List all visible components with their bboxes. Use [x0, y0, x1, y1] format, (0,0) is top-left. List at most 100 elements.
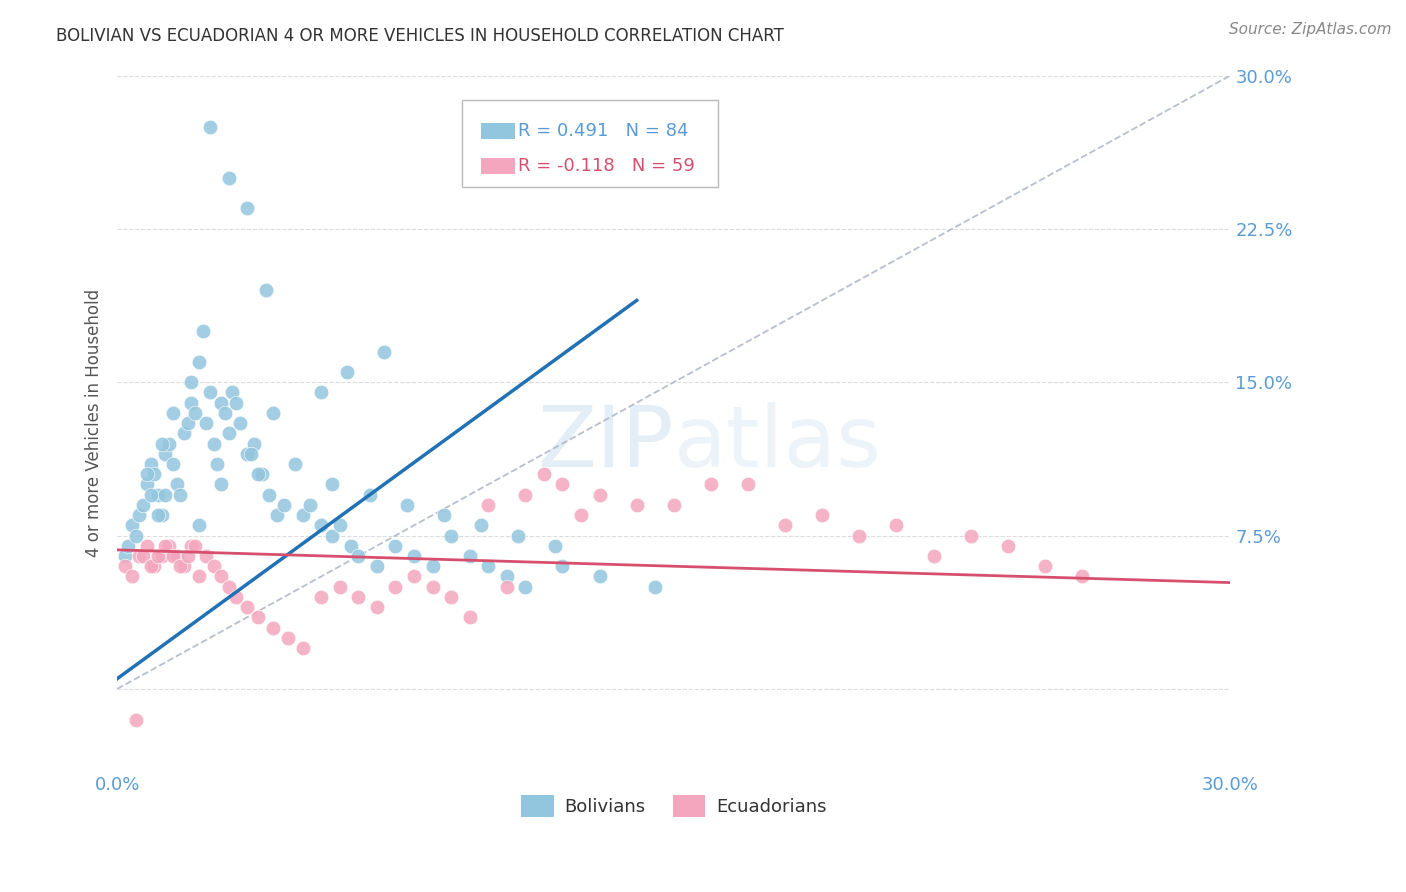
- Point: [250, 467, 273, 482]
- Point: [236, 600, 259, 615]
- Point: [588, 569, 610, 583]
- Point: [180, 539, 202, 553]
- Text: R = -0.118   N = 59: R = -0.118 N = 59: [517, 157, 695, 175]
- Point: [506, 528, 529, 542]
- Point: [218, 426, 240, 441]
- Point: [187, 355, 209, 369]
- Point: [128, 549, 150, 563]
- Point: [569, 508, 592, 522]
- Point: [209, 395, 232, 409]
- Point: [262, 406, 284, 420]
- Point: [273, 498, 295, 512]
- Text: Source: ZipAtlas.com: Source: ZipAtlas.com: [1229, 22, 1392, 37]
- Y-axis label: 4 or more Vehicles in Household: 4 or more Vehicles in Household: [86, 289, 103, 558]
- Point: [135, 539, 157, 553]
- Text: atlas: atlas: [673, 402, 882, 485]
- Point: [176, 416, 198, 430]
- Point: [440, 528, 463, 542]
- Point: [150, 508, 173, 522]
- Point: [395, 498, 418, 512]
- Point: [139, 488, 162, 502]
- Point: [291, 508, 314, 522]
- Point: [221, 385, 243, 400]
- Point: [551, 559, 574, 574]
- Point: [121, 518, 143, 533]
- Point: [495, 569, 517, 583]
- Point: [117, 539, 139, 553]
- Point: [384, 580, 406, 594]
- Point: [176, 549, 198, 563]
- Point: [477, 498, 499, 512]
- Point: [139, 559, 162, 574]
- Point: [959, 528, 981, 542]
- Point: [236, 202, 259, 216]
- Point: [309, 385, 332, 400]
- Point: [402, 549, 425, 563]
- Point: [284, 457, 307, 471]
- Point: [214, 406, 236, 420]
- Point: [477, 559, 499, 574]
- Point: [132, 498, 155, 512]
- Point: [266, 508, 288, 522]
- Point: [198, 120, 221, 134]
- Legend: Bolivians, Ecuadorians: Bolivians, Ecuadorians: [513, 788, 834, 824]
- Point: [162, 457, 184, 471]
- Point: [533, 467, 555, 482]
- Point: [155, 447, 177, 461]
- Point: [180, 395, 202, 409]
- Point: [157, 436, 180, 450]
- Point: [422, 559, 444, 574]
- Point: [191, 324, 214, 338]
- Point: [588, 488, 610, 502]
- Point: [440, 590, 463, 604]
- Point: [700, 477, 723, 491]
- Point: [195, 549, 218, 563]
- Point: [184, 539, 207, 553]
- FancyBboxPatch shape: [481, 122, 515, 139]
- Point: [187, 518, 209, 533]
- Point: [384, 539, 406, 553]
- Point: [135, 467, 157, 482]
- Point: [262, 621, 284, 635]
- Point: [150, 549, 173, 563]
- Point: [225, 395, 247, 409]
- Point: [347, 549, 370, 563]
- Point: [243, 436, 266, 450]
- Point: [886, 518, 908, 533]
- Point: [309, 590, 332, 604]
- Point: [146, 508, 169, 522]
- Point: [125, 528, 148, 542]
- Point: [329, 518, 352, 533]
- Point: [132, 549, 155, 563]
- Point: [515, 488, 537, 502]
- Point: [373, 344, 395, 359]
- Point: [458, 610, 481, 624]
- Point: [150, 436, 173, 450]
- Point: [184, 406, 207, 420]
- Point: [366, 600, 388, 615]
- Point: [551, 477, 574, 491]
- Point: [997, 539, 1019, 553]
- Point: [187, 569, 209, 583]
- Point: [321, 528, 343, 542]
- Point: [143, 467, 166, 482]
- Point: [155, 539, 177, 553]
- Point: [470, 518, 492, 533]
- Point: [811, 508, 834, 522]
- Point: [495, 580, 517, 594]
- Point: [299, 498, 322, 512]
- Point: [225, 590, 247, 604]
- Point: [359, 488, 381, 502]
- Point: [309, 518, 332, 533]
- Point: [1033, 559, 1056, 574]
- Point: [277, 631, 299, 645]
- Point: [626, 498, 648, 512]
- Point: [366, 559, 388, 574]
- Point: [218, 580, 240, 594]
- Point: [139, 457, 162, 471]
- Point: [644, 580, 666, 594]
- Point: [259, 488, 281, 502]
- Point: [329, 580, 352, 594]
- Point: [848, 528, 870, 542]
- Point: [173, 426, 195, 441]
